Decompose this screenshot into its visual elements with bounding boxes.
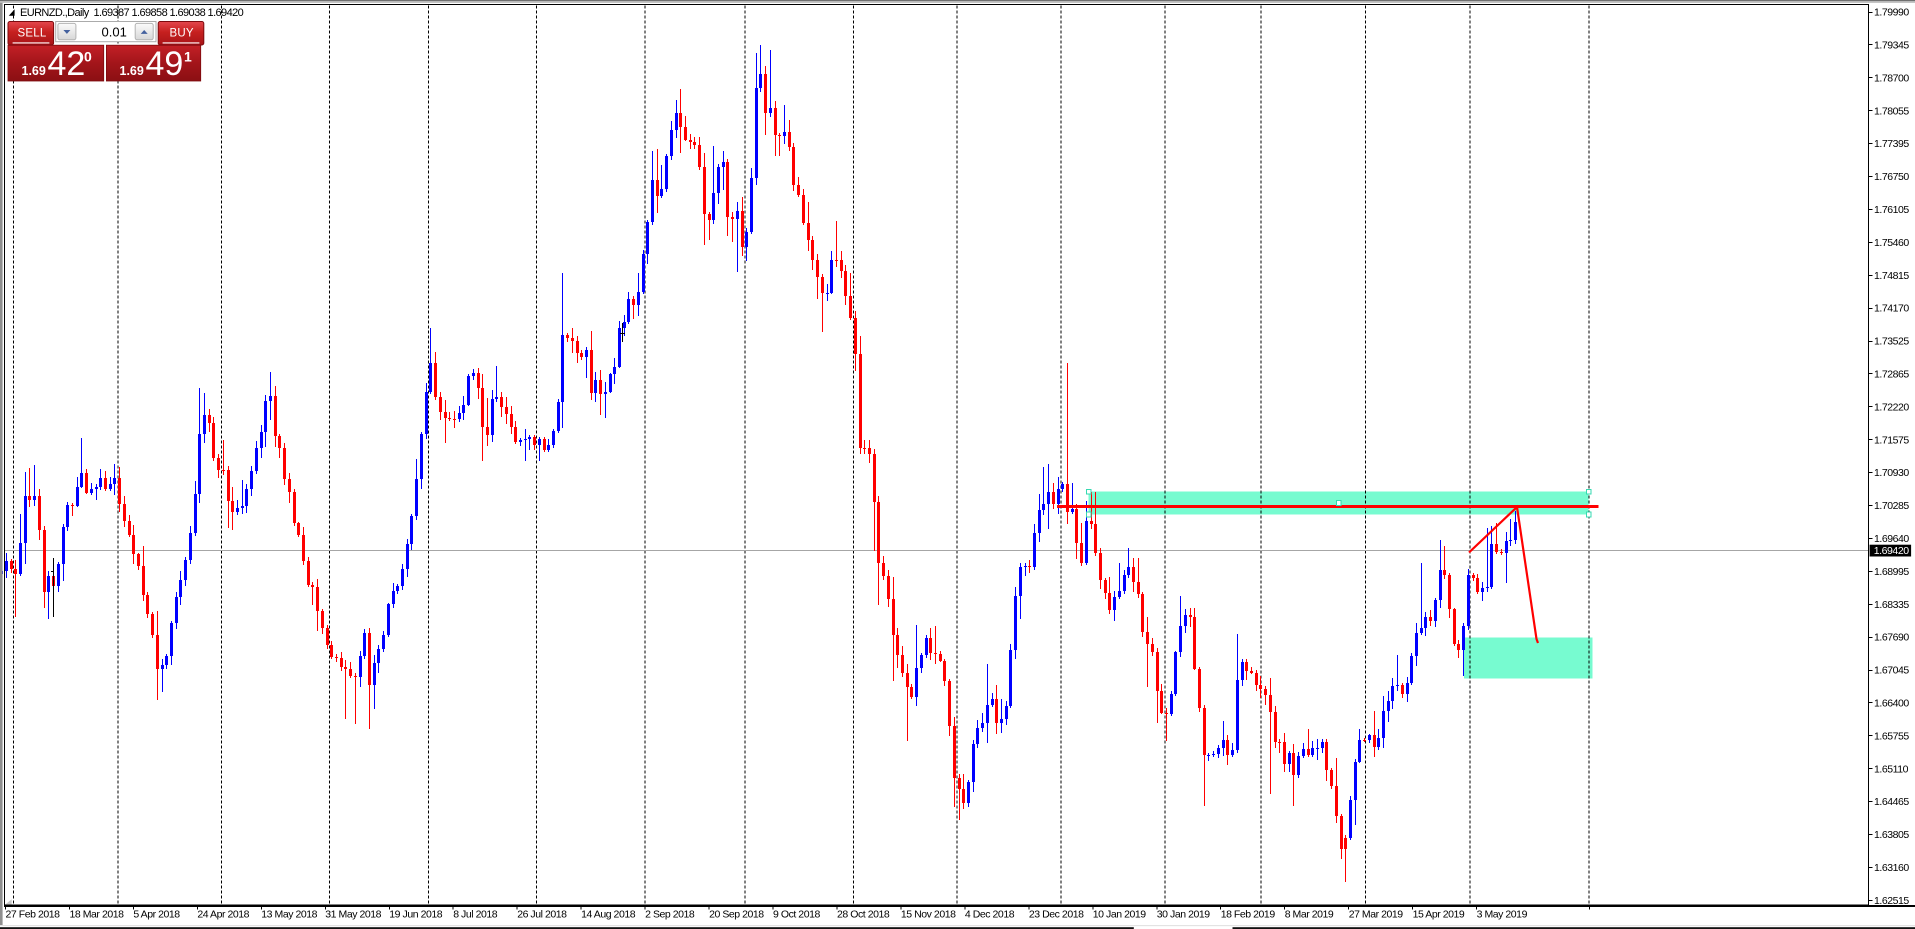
svg-text:27 Mar 2019: 27 Mar 2019 — [1349, 909, 1404, 921]
svg-text:1.78055: 1.78055 — [1874, 105, 1909, 117]
svg-text:23 Dec 2018: 23 Dec 2018 — [1029, 909, 1084, 921]
svg-text:1.65755: 1.65755 — [1874, 730, 1909, 742]
svg-text:1: 1 — [184, 49, 192, 65]
svg-text:1.69: 1.69 — [22, 64, 46, 78]
svg-text:1.65110: 1.65110 — [1874, 763, 1909, 775]
svg-text:1.79345: 1.79345 — [1874, 40, 1909, 52]
svg-text:4 Dec 2018: 4 Dec 2018 — [965, 909, 1015, 921]
svg-text:1.67690: 1.67690 — [1874, 632, 1909, 644]
svg-text:18 Mar 2018: 18 Mar 2018 — [70, 909, 125, 921]
svg-text:1.77395: 1.77395 — [1874, 138, 1909, 150]
svg-text:1.74170: 1.74170 — [1874, 303, 1909, 315]
svg-text:1.63805: 1.63805 — [1874, 829, 1909, 841]
svg-text:EURNZD.,Daily 1.69387 1.69858: EURNZD.,Daily 1.69387 1.69858 1.69038 1.… — [20, 7, 244, 19]
svg-text:27 Feb 2018: 27 Feb 2018 — [6, 909, 61, 921]
svg-text:5 Apr 2018: 5 Apr 2018 — [133, 909, 180, 921]
svg-text:20 Sep 2018: 20 Sep 2018 — [709, 909, 764, 921]
svg-text:1.79990: 1.79990 — [1874, 7, 1909, 19]
svg-text:24 Apr 2018: 24 Apr 2018 — [197, 909, 249, 921]
svg-text:1.74815: 1.74815 — [1874, 270, 1909, 282]
svg-text:1.68335: 1.68335 — [1874, 599, 1909, 611]
svg-text:1.75460: 1.75460 — [1874, 237, 1909, 249]
svg-text:1.64465: 1.64465 — [1874, 796, 1909, 808]
svg-text:19 Jun 2018: 19 Jun 2018 — [389, 909, 442, 921]
svg-text:49: 49 — [146, 45, 184, 83]
svg-text:2 Sep 2018: 2 Sep 2018 — [645, 909, 695, 921]
svg-text:8 Jul 2018: 8 Jul 2018 — [453, 909, 498, 921]
svg-text:15 Nov 2018: 15 Nov 2018 — [901, 909, 956, 921]
svg-text:1.76750: 1.76750 — [1874, 171, 1909, 183]
svg-text:42: 42 — [48, 45, 86, 83]
svg-text:1.76105: 1.76105 — [1874, 204, 1909, 216]
svg-text:15 Apr 2019: 15 Apr 2019 — [1413, 909, 1465, 921]
svg-text:14 Aug 2018: 14 Aug 2018 — [581, 909, 636, 921]
svg-text:13 May 2018: 13 May 2018 — [261, 909, 317, 921]
svg-text:1.62515: 1.62515 — [1874, 895, 1909, 907]
svg-text:8 Mar 2019: 8 Mar 2019 — [1285, 909, 1334, 921]
svg-text:0: 0 — [84, 49, 92, 65]
svg-text:1.70930: 1.70930 — [1874, 467, 1909, 479]
svg-text:31 May 2018: 31 May 2018 — [325, 909, 381, 921]
svg-text:30 Jan 2019: 30 Jan 2019 — [1157, 909, 1210, 921]
svg-text:28 Oct 2018: 28 Oct 2018 — [837, 909, 890, 921]
svg-text:9 Oct 2018: 9 Oct 2018 — [773, 909, 820, 921]
svg-text:1.72865: 1.72865 — [1874, 369, 1909, 381]
svg-text:1.72220: 1.72220 — [1874, 401, 1909, 413]
svg-text:1.63160: 1.63160 — [1874, 862, 1909, 874]
svg-text:1.66400: 1.66400 — [1874, 698, 1909, 710]
svg-text:1.71575: 1.71575 — [1874, 434, 1909, 446]
svg-text:1.69640: 1.69640 — [1874, 533, 1909, 545]
svg-text:1.68995: 1.68995 — [1874, 566, 1909, 578]
svg-text:1.73525: 1.73525 — [1874, 336, 1909, 348]
svg-text:BUY: BUY — [170, 28, 194, 40]
svg-text:SELL: SELL — [18, 28, 47, 40]
svg-text:1.67045: 1.67045 — [1874, 665, 1909, 677]
svg-text:26 Jul 2018: 26 Jul 2018 — [517, 909, 567, 921]
svg-text:3 May 2019: 3 May 2019 — [1477, 909, 1528, 921]
svg-text:0.01: 0.01 — [102, 24, 127, 39]
svg-text:1.69: 1.69 — [120, 64, 144, 78]
svg-text:1.69420: 1.69420 — [1874, 545, 1909, 557]
svg-text:1.70285: 1.70285 — [1874, 500, 1909, 512]
svg-text:1.78700: 1.78700 — [1874, 72, 1909, 84]
svg-text:10 Jan 2019: 10 Jan 2019 — [1093, 909, 1146, 921]
svg-text:18 Feb 2019: 18 Feb 2019 — [1221, 909, 1276, 921]
